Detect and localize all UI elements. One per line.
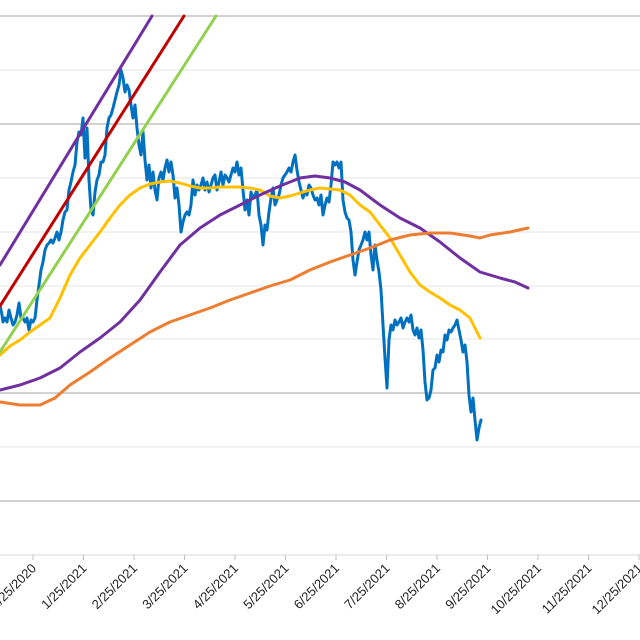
series-line-2 bbox=[0, 174, 530, 392]
series-line-4 bbox=[0, 14, 186, 308]
x-tick-label: 1/25/2021 bbox=[38, 561, 90, 613]
x-tick-label: 4/25/2021 bbox=[190, 561, 242, 613]
x-tick-label: 10/25/2021 bbox=[487, 561, 544, 618]
series-line-6 bbox=[0, 14, 218, 354]
x-axis bbox=[0, 554, 640, 560]
x-tick-label: 12/25/2021 bbox=[588, 561, 640, 618]
x-tick-label: 7/25/2021 bbox=[341, 561, 393, 613]
series-line-5 bbox=[0, 14, 154, 267]
series-lines bbox=[0, 14, 530, 442]
x-tick-labels: 12/25/20201/25/20212/25/20213/25/20214/2… bbox=[0, 561, 640, 618]
series-line-1 bbox=[0, 179, 482, 357]
x-tick-label: 9/25/2021 bbox=[442, 561, 494, 613]
gridlines bbox=[0, 15, 640, 502]
x-tick-label: 5/25/2021 bbox=[240, 561, 292, 613]
x-tick-label: 6/25/2021 bbox=[291, 561, 343, 613]
x-tick-label: 11/25/2021 bbox=[539, 561, 595, 617]
x-tick-label: 3/25/2021 bbox=[139, 561, 191, 613]
x-tick-label: 12/25/2020 bbox=[0, 561, 39, 618]
x-tick-label: 8/25/2021 bbox=[392, 561, 444, 613]
series-line-3 bbox=[0, 226, 530, 407]
x-tick-label: 2/25/2021 bbox=[89, 561, 141, 613]
